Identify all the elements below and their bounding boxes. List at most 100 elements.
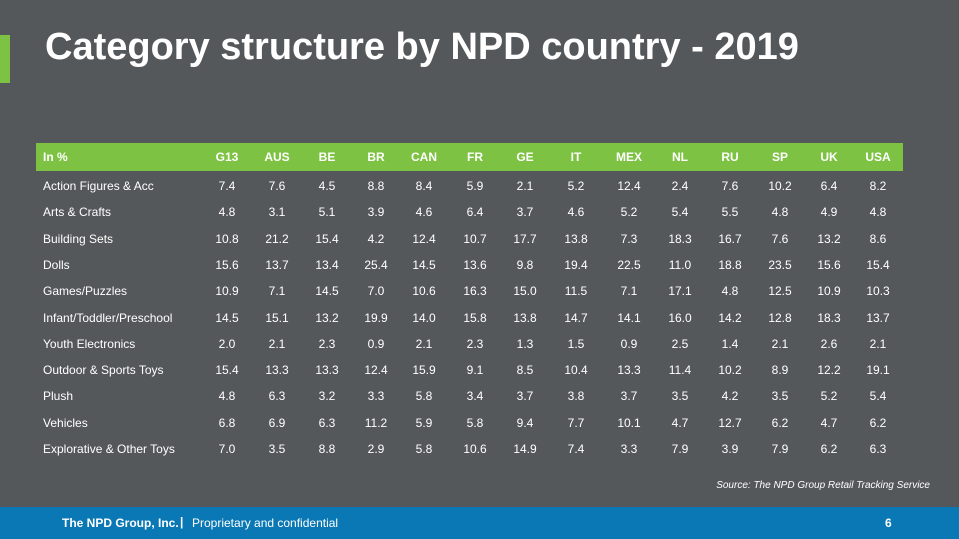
table-cell: 10.7 [463, 231, 487, 246]
table-cell: 18.3 [668, 231, 692, 246]
table-cell: 5.5 [721, 205, 739, 220]
table-cell: 18.8 [718, 257, 742, 272]
table-cell: 5.2 [820, 389, 838, 404]
table-cell: 4.2 [721, 389, 739, 404]
row-label: Explorative & Other Toys [43, 442, 175, 456]
table-cell: 10.3 [866, 284, 890, 299]
table-cell: 5.8 [415, 389, 433, 404]
table-cell: 13.3 [617, 363, 641, 378]
table-cell: 3.5 [771, 389, 789, 404]
table-cell: 2.1 [415, 336, 433, 351]
table-cell: 4.8 [869, 205, 887, 220]
table-cell: 5.8 [466, 415, 484, 430]
table-cell: 12.4 [364, 363, 388, 378]
table-cell: 19.4 [564, 257, 588, 272]
table-cell: 5.8 [415, 442, 433, 456]
slide-title: Category structure by NPD country - 2019 [45, 26, 799, 68]
table-cell: 5.9 [466, 179, 484, 193]
table-cell: 10.4 [564, 363, 588, 378]
table-cell: 13.6 [463, 257, 487, 272]
table-cell: 14.2 [718, 310, 742, 325]
table-cell: 11.5 [564, 284, 588, 299]
table-cell: 3.5 [268, 442, 286, 456]
table-cell: 10.2 [768, 179, 792, 193]
table-cell: 9.8 [516, 257, 534, 272]
table-cell: 8.8 [367, 179, 385, 193]
table-cell: 4.6 [415, 205, 433, 220]
table-cell: 21.2 [265, 231, 289, 246]
table-cell: 6.2 [869, 415, 887, 430]
column-header: BR [367, 150, 385, 164]
table-cell: 4.2 [367, 231, 385, 246]
table-cell: 2.1 [869, 336, 887, 351]
table-cell: 3.8 [567, 389, 585, 404]
table-cell: 6.4 [466, 205, 484, 220]
row-label: Arts & Crafts [43, 205, 112, 220]
table-cell: 7.6 [721, 179, 739, 193]
table-cell: 7.1 [620, 284, 638, 299]
table-cell: 4.7 [820, 415, 838, 430]
table-cell: 3.7 [516, 389, 534, 404]
source-note: Source: The NPD Group Retail Tracking Se… [716, 480, 930, 491]
table-cell: 14.5 [315, 284, 339, 299]
table-cell: 15.8 [463, 310, 487, 325]
table-cell: 6.3 [318, 415, 336, 430]
table-cell: 0.9 [620, 336, 638, 351]
table-cell: 3.5 [671, 389, 689, 404]
footer-separator: | [180, 515, 184, 529]
table-cell: 11.2 [364, 415, 388, 430]
row-label: Action Figures & Acc [43, 179, 154, 193]
table-cell: 4.8 [218, 389, 236, 404]
table-cell: 13.7 [866, 310, 890, 325]
table-cell: 3.1 [268, 205, 286, 220]
table-cell: 6.3 [268, 389, 286, 404]
table-cell: 7.4 [567, 442, 585, 456]
column-header: G13 [215, 150, 239, 164]
table-cell: 7.4 [218, 179, 236, 193]
table-cell: 5.2 [620, 205, 638, 220]
table-cell: 15.0 [513, 284, 537, 299]
table-cell: 15.4 [215, 363, 239, 378]
table-cell: 2.1 [771, 336, 789, 351]
column-header: UK [820, 150, 838, 164]
table-cell: 12.4 [617, 179, 641, 193]
table-cell: 0.9 [367, 336, 385, 351]
table-cell: 1.5 [567, 336, 585, 351]
table-cell: 16.0 [668, 310, 692, 325]
accent-bar [0, 35, 10, 83]
table-cell: 6.3 [869, 442, 887, 456]
table-cell: 2.4 [671, 179, 689, 193]
table-cell: 10.6 [463, 442, 487, 456]
table-cell: 15.6 [817, 257, 841, 272]
table-cell: 2.5 [671, 336, 689, 351]
table-cell: 7.9 [671, 442, 689, 456]
table-cell: 7.6 [771, 231, 789, 246]
table-cell: 6.4 [820, 179, 838, 193]
table-cell: 6.9 [268, 415, 286, 430]
table-cell: 23.5 [768, 257, 792, 272]
table-cell: 3.4 [466, 389, 484, 404]
table-cell: 14.1 [617, 310, 641, 325]
table-cell: 4.8 [771, 205, 789, 220]
table-cell: 13.8 [564, 231, 588, 246]
table-cell: 6.2 [820, 442, 838, 456]
table-cell: 13.3 [265, 363, 289, 378]
column-header: MEX [615, 150, 643, 164]
table-cell: 3.7 [516, 205, 534, 220]
table-cell: 7.7 [567, 415, 585, 430]
table-cell: 22.5 [617, 257, 641, 272]
column-header: FR [467, 150, 483, 164]
table-cell: 4.7 [671, 415, 689, 430]
table-cell: 5.4 [671, 205, 689, 220]
table-cell: 6.2 [771, 415, 789, 430]
table-cell: 17.7 [513, 231, 537, 246]
table-cell: 4.9 [820, 205, 838, 220]
row-label: Youth Electronics [43, 336, 136, 351]
table-cell: 12.4 [412, 231, 436, 246]
table-cell: 7.0 [367, 284, 385, 299]
table-cell: 5.2 [567, 179, 585, 193]
table-cell: 7.9 [771, 442, 789, 456]
table-cell: 6.8 [218, 415, 236, 430]
table-cell: 11.0 [668, 257, 692, 272]
footer-note: Proprietary and confidential [192, 516, 339, 530]
